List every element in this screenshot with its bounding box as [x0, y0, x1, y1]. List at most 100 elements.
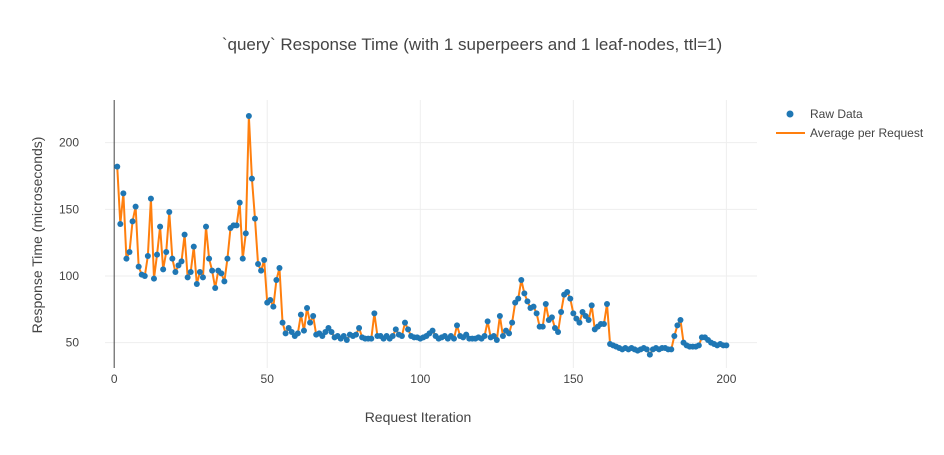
raw-data-point	[604, 301, 611, 307]
raw-data-point	[248, 175, 255, 182]
x-tick-label: 200	[716, 372, 736, 386]
raw-data-point	[196, 269, 203, 275]
raw-data-point	[224, 255, 231, 262]
raw-data-point	[199, 274, 206, 281]
raw-data-point	[398, 333, 405, 339]
raw-data-point	[304, 305, 311, 311]
raw-data-point	[294, 330, 301, 337]
raw-data-point	[515, 295, 522, 302]
raw-data-point	[548, 314, 555, 321]
raw-data-point	[392, 326, 399, 333]
y-axis-label: Response Time (microseconds)	[29, 137, 45, 334]
y-tick-label: 50	[66, 336, 80, 350]
raw-data-point	[273, 277, 280, 283]
raw-data-point	[558, 309, 565, 315]
raw-data-point	[671, 333, 678, 339]
raw-data-point	[401, 319, 408, 326]
raw-data-point	[261, 257, 268, 263]
raw-data-point	[270, 303, 277, 310]
raw-data-point	[481, 333, 488, 339]
x-tick-label: 100	[410, 372, 430, 386]
raw-data-point	[564, 289, 571, 295]
raw-data-point	[600, 321, 607, 327]
raw-data-point	[668, 346, 675, 353]
raw-data-point	[267, 297, 274, 303]
raw-data-point	[209, 267, 216, 274]
raw-data-point	[160, 266, 167, 273]
raw-data-point	[588, 302, 595, 309]
raw-data-point	[343, 337, 350, 343]
raw-data-point	[144, 253, 151, 259]
raw-data-point	[371, 310, 378, 317]
raw-data-point	[307, 319, 314, 326]
chart-title: `query` Response Time (with 1 superpeers…	[222, 35, 722, 54]
raw-data-point	[539, 323, 546, 330]
raw-data-point	[300, 327, 307, 334]
raw-data-point	[251, 215, 258, 222]
legend[interactable]: Raw Data Average per Request	[776, 107, 924, 140]
raw-data-point	[184, 274, 191, 281]
raw-data-point	[120, 190, 127, 197]
raw-data-point	[258, 267, 265, 274]
raw-data-point	[166, 209, 173, 215]
raw-data-point	[506, 330, 513, 337]
y-tick-label: 150	[59, 202, 79, 216]
raw-data-point	[328, 329, 335, 335]
raw-data-point	[496, 313, 503, 319]
raw-data-point	[147, 195, 154, 202]
legend-marker-raw-data	[786, 110, 794, 118]
raw-data-point	[585, 317, 592, 323]
x-tick-label: 150	[563, 372, 583, 386]
raw-data-point	[576, 319, 583, 326]
x-axis-label: Request Iteration	[365, 409, 472, 425]
raw-data-point	[279, 319, 286, 326]
raw-data-point	[493, 337, 500, 343]
raw-data-point	[126, 249, 133, 255]
raw-data-point	[218, 270, 225, 277]
raw-data-point	[695, 342, 702, 349]
raw-data-point	[114, 163, 121, 170]
average-line	[116, 115, 727, 356]
raw-data-point	[187, 269, 194, 275]
raw-data-point	[677, 317, 684, 323]
raw-data-point	[181, 231, 188, 238]
raw-data-point	[221, 278, 228, 285]
raw-data-point	[643, 346, 650, 353]
raw-data-point	[150, 275, 157, 282]
raw-data-point	[518, 277, 525, 283]
raw-data-point	[368, 335, 375, 342]
raw-data-point	[555, 329, 562, 335]
raw-data-point	[245, 113, 252, 119]
raw-data-point	[132, 203, 139, 210]
raw-data-point	[141, 273, 148, 279]
raw-data-point	[242, 230, 249, 237]
raw-data-point	[570, 310, 577, 317]
raw-data-point	[567, 295, 574, 302]
raw-data-point	[723, 342, 730, 349]
raw-data-point	[533, 310, 540, 317]
raw-data-point	[509, 319, 516, 326]
x-tick-label: 0	[111, 372, 118, 386]
legend-item-raw-data[interactable]: Raw Data	[786, 107, 864, 121]
raw-data-point	[521, 290, 528, 297]
raw-data-point	[674, 322, 681, 329]
legend-item-average[interactable]: Average per Request	[776, 126, 924, 140]
raw-data-point	[117, 221, 124, 227]
raw-data-point	[169, 255, 176, 262]
raw-data-point	[157, 223, 164, 230]
legend-label-raw-data: Raw Data	[810, 107, 863, 121]
raw-data-point	[233, 222, 240, 229]
raw-data-point	[353, 331, 360, 338]
raw-data-point	[356, 325, 363, 331]
raw-data-point	[212, 285, 219, 291]
y-tick-label: 100	[59, 269, 79, 283]
raw-data-point	[524, 298, 531, 305]
raw-data-point	[310, 313, 317, 319]
raw-data-point	[499, 333, 506, 339]
raw-data-series	[114, 113, 730, 358]
raw-data-point	[276, 265, 283, 271]
raw-data-point	[429, 327, 436, 334]
raw-data-point	[178, 258, 185, 265]
raw-data-point	[190, 243, 197, 250]
